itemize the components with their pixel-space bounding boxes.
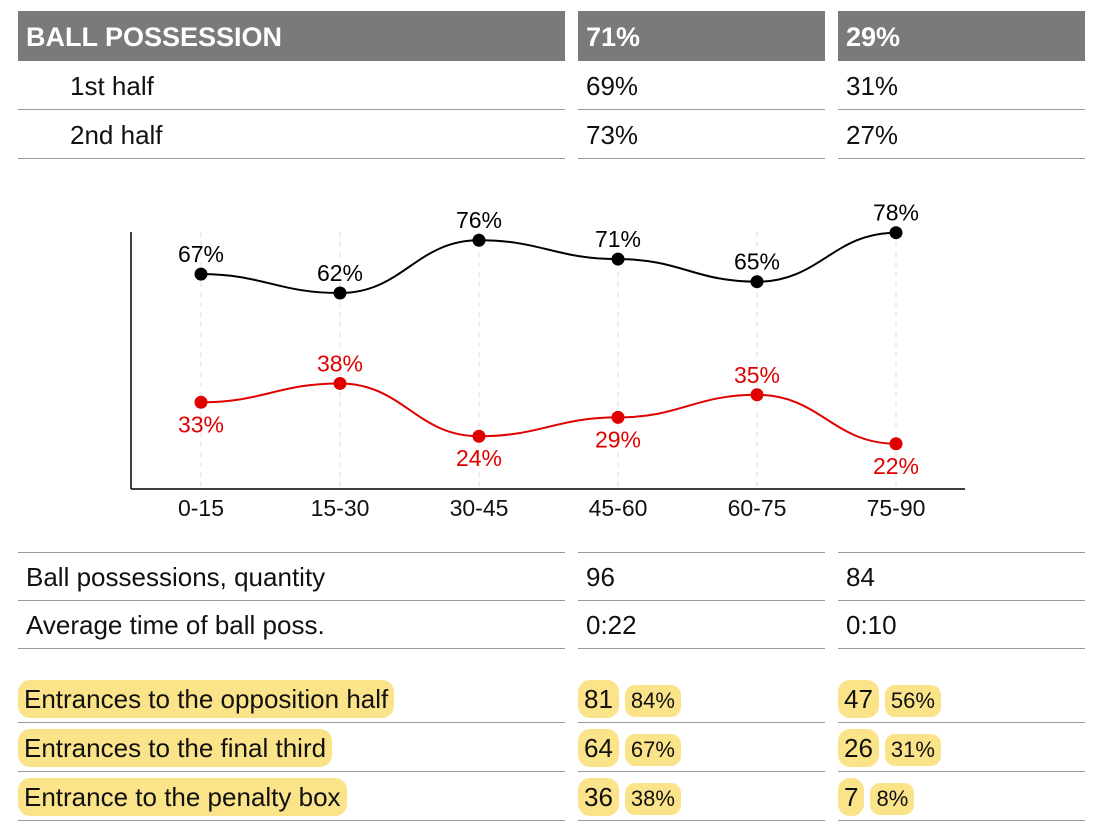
entrance-row-team2: 47 56% bbox=[838, 675, 1085, 723]
series-line-1 bbox=[200, 231, 897, 295]
series-2-point bbox=[194, 395, 208, 409]
series-2-point bbox=[611, 410, 625, 424]
series-line-2 bbox=[200, 382, 897, 445]
half-2-team1: 73% bbox=[578, 111, 825, 159]
entrance-third-team2: 26 bbox=[838, 729, 879, 767]
stat-avg-time-label: Average time of ball poss. bbox=[18, 601, 565, 649]
entrance-row-label: Entrances to the opposition half bbox=[18, 675, 565, 723]
x-tick-label: 45-60 bbox=[589, 495, 648, 521]
series-1-point bbox=[611, 252, 625, 266]
stat-avg-time-team2: 0:10 bbox=[838, 601, 1085, 649]
series-1-point bbox=[889, 226, 903, 240]
entrance-box-team1: 36 bbox=[578, 778, 619, 816]
half-1-team1: 69% bbox=[578, 62, 825, 110]
half-1-team2: 31% bbox=[838, 62, 1085, 110]
stat-quantity-team1: 96 bbox=[578, 552, 825, 601]
entrance-third-label: Entrances to the final third bbox=[18, 729, 333, 767]
series-1-data-label: 78% bbox=[873, 200, 919, 226]
entrance-row-label: Entrance to the penalty box bbox=[18, 773, 565, 821]
series-1-data-label: 71% bbox=[595, 226, 641, 252]
stat-avg-time-team1: 0:22 bbox=[578, 601, 825, 649]
entrance-row-label: Entrances to the final third bbox=[18, 724, 565, 772]
possession-header-team1: 71% bbox=[578, 11, 825, 61]
possession-line-chart: 67% 62% 76% 71% 65% 78% 33% 38% 24% 29% 35% 22% 0-1… bbox=[130, 200, 965, 521]
series-1-data-label: 67% bbox=[178, 241, 224, 267]
entrance-row-team1: 81 84% bbox=[578, 675, 825, 723]
entrance-box-team2: 7 bbox=[838, 778, 865, 816]
entrance-half-team2-pct: 56% bbox=[884, 685, 941, 717]
series-2-data-label: 29% bbox=[595, 426, 641, 452]
entrance-third-team1-pct: 67% bbox=[624, 734, 681, 766]
series-1-data-label: 65% bbox=[734, 249, 780, 275]
series-1-point bbox=[194, 267, 208, 281]
series-2-data-label: 24% bbox=[456, 445, 502, 471]
x-tick-label: 15-30 bbox=[311, 495, 370, 521]
x-tick-label: 60-75 bbox=[728, 495, 787, 521]
entrance-half-team1-pct: 84% bbox=[624, 685, 681, 717]
stat-quantity-team2: 84 bbox=[838, 552, 1085, 601]
entrance-row-team1: 36 38% bbox=[578, 773, 825, 821]
series-1-point bbox=[750, 275, 764, 289]
entrance-box-team2-pct: 8% bbox=[870, 783, 915, 815]
series-2-data-label: 35% bbox=[734, 362, 780, 388]
entrance-third-team1: 64 bbox=[578, 729, 619, 767]
series-1-data-label: 62% bbox=[317, 260, 363, 286]
possession-header-team2: 29% bbox=[838, 11, 1085, 61]
stat-quantity-label: Ball possessions, quantity bbox=[18, 552, 565, 601]
series-2-point bbox=[472, 429, 486, 443]
x-tick-label: 30-45 bbox=[450, 495, 509, 521]
series-1-data-label: 76% bbox=[456, 207, 502, 233]
series-2-data-label: 22% bbox=[873, 453, 919, 479]
series-2-point bbox=[889, 437, 903, 451]
entrance-box-team1-pct: 38% bbox=[624, 783, 681, 815]
entrance-row-team2: 7 8% bbox=[838, 773, 1085, 821]
entrance-row-team1: 64 67% bbox=[578, 724, 825, 772]
half-1-label: 1st half bbox=[18, 62, 565, 110]
entrance-half-team1: 81 bbox=[578, 680, 619, 718]
series-1-point bbox=[333, 286, 347, 300]
half-2-team2: 27% bbox=[838, 111, 1085, 159]
entrance-box-label: Entrance to the penalty box bbox=[18, 778, 347, 816]
series-2-data-label: 38% bbox=[317, 350, 363, 376]
series-2-point bbox=[333, 376, 347, 390]
possession-header-label: BALL POSSESSION bbox=[18, 11, 565, 61]
half-2-label: 2nd half bbox=[18, 111, 565, 159]
entrance-half-label: Entrances to the opposition half bbox=[18, 680, 395, 718]
entrance-half-team2: 47 bbox=[838, 680, 879, 718]
series-1-point bbox=[472, 233, 486, 247]
x-tick-label: 0-15 bbox=[178, 495, 224, 521]
series-2-point bbox=[750, 388, 764, 402]
entrance-third-team2-pct: 31% bbox=[884, 734, 941, 766]
entrance-row-team2: 26 31% bbox=[838, 724, 1085, 772]
series-2-data-label: 33% bbox=[178, 411, 224, 437]
x-tick-label: 75-90 bbox=[867, 495, 926, 521]
